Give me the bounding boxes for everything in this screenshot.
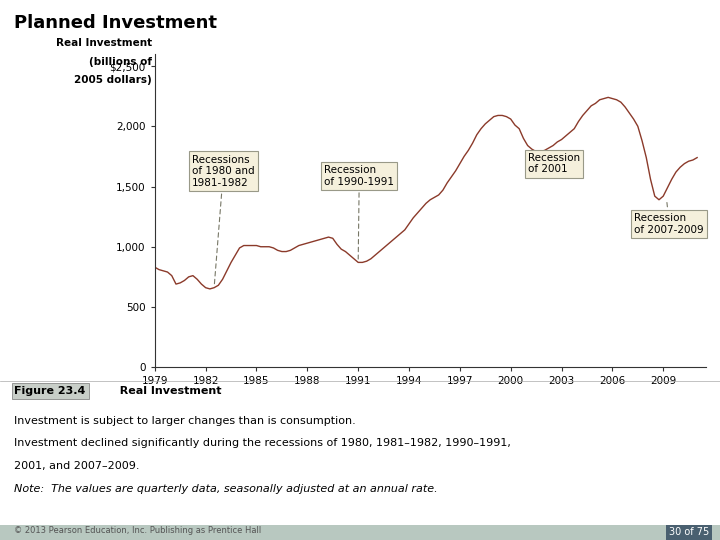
Text: 30 of 75: 30 of 75 xyxy=(669,528,709,537)
Text: Investment is subject to larger changes than is consumption.: Investment is subject to larger changes … xyxy=(14,416,356,426)
Text: Recession
of 2007-2009: Recession of 2007-2009 xyxy=(634,202,704,235)
Text: Planned Investment: Planned Investment xyxy=(14,14,217,31)
Text: © 2013 Pearson Education, Inc. Publishing as Prentice Hall: © 2013 Pearson Education, Inc. Publishin… xyxy=(14,526,261,535)
Text: Recessions
of 1980 and
1981-1982: Recessions of 1980 and 1981-1982 xyxy=(192,154,255,285)
Text: 2001, and 2007–2009.: 2001, and 2007–2009. xyxy=(14,461,140,471)
Text: 2005 dollars): 2005 dollars) xyxy=(74,75,152,85)
Text: Note:  The values are quarterly data, seasonally adjusted at an annual rate.: Note: The values are quarterly data, sea… xyxy=(14,484,438,494)
Text: (billions of: (billions of xyxy=(89,57,152,66)
Text: Recession
of 2001: Recession of 2001 xyxy=(528,152,580,174)
Text: Real Investment: Real Investment xyxy=(112,386,221,396)
Text: Investment declined significantly during the recessions of 1980, 1981–1982, 1990: Investment declined significantly during… xyxy=(14,438,511,449)
Text: Figure 23.4: Figure 23.4 xyxy=(14,386,86,396)
Text: Recession
of 1990-1991: Recession of 1990-1991 xyxy=(324,165,395,259)
Text: Real Investment: Real Investment xyxy=(56,38,152,48)
